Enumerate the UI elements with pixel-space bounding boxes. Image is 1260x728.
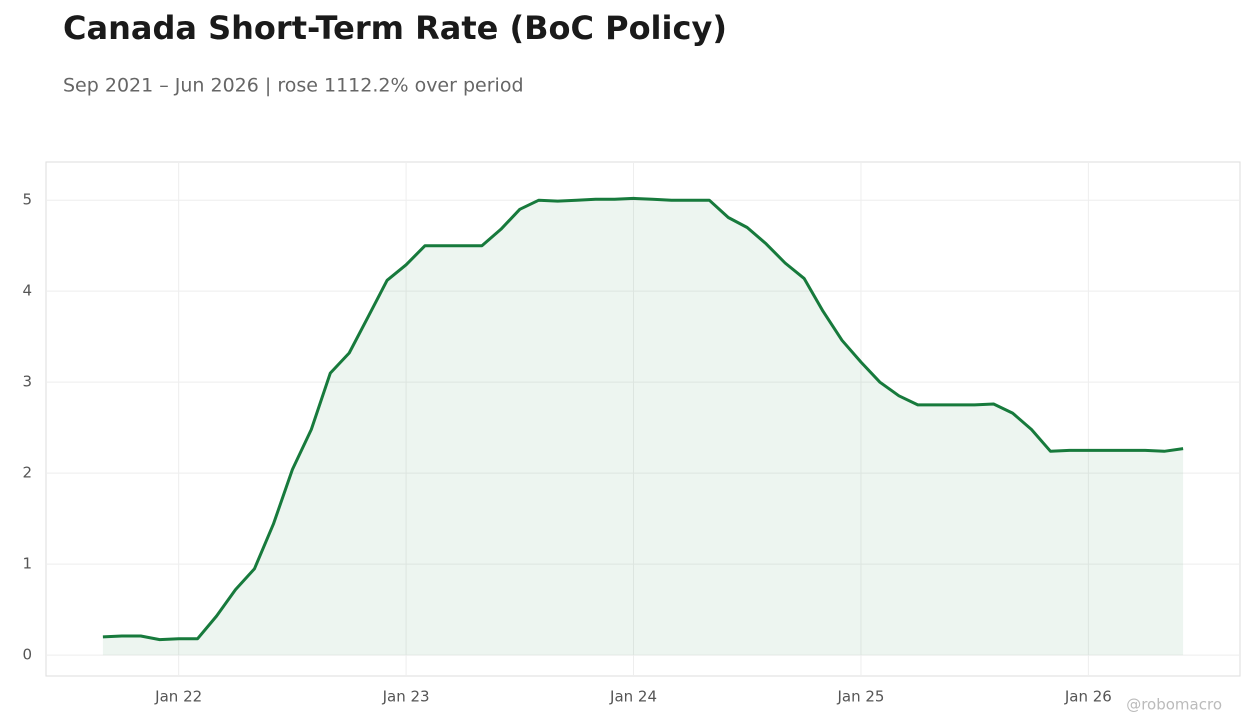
chart-subtitle: Sep 2021 – Jun 2026 | rose 1112.2% over … <box>63 75 524 97</box>
x-tick-label: Jan 22 <box>154 688 202 706</box>
chart-title: Canada Short-Term Rate (BoC Policy) <box>63 9 727 47</box>
watermark: @robomacro <box>1126 696 1222 714</box>
y-tick-label: 3 <box>22 373 32 391</box>
area-fill <box>102 198 1184 656</box>
x-tick-label: Jan 25 <box>836 688 884 706</box>
y-tick-label: 1 <box>22 555 32 573</box>
y-tick-label: 5 <box>22 191 32 209</box>
y-tick-label: 2 <box>22 464 32 482</box>
y-tick-label: 4 <box>22 282 32 300</box>
plot-frame <box>45 161 1241 677</box>
x-tick-label: Jan 26 <box>1064 688 1112 706</box>
line <box>102 196 1184 642</box>
x-tick-label: Jan 24 <box>609 688 657 706</box>
y-tick-label: 0 <box>22 646 32 664</box>
x-tick-label: Jan 23 <box>382 688 430 706</box>
